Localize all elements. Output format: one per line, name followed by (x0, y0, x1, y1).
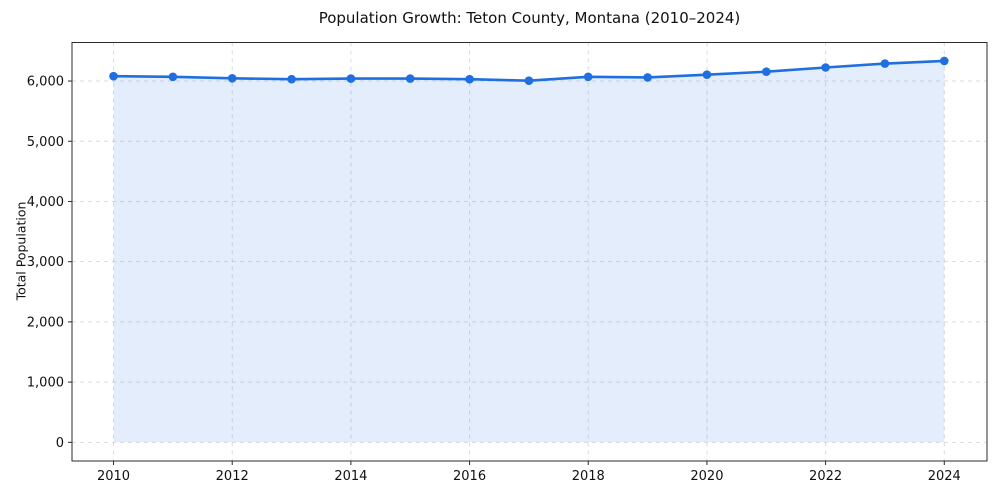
y-tick-label: 3,000 (27, 255, 64, 270)
x-tick-label: 2024 (928, 469, 961, 484)
y-tick-label: 1,000 (27, 376, 64, 391)
y-tick-label: 5,000 (27, 135, 64, 150)
x-tick-label: 2018 (572, 469, 605, 484)
data-point-2013 (287, 74, 296, 84)
data-point-2014 (346, 74, 356, 83)
y-tick-label: 6,000 (27, 75, 64, 90)
data-point-2016 (465, 74, 474, 84)
data-point-2020 (702, 70, 712, 79)
data-point-2019 (643, 73, 652, 82)
data-point-2022 (821, 63, 830, 72)
data-point-2012 (227, 74, 237, 83)
data-point-2023 (880, 59, 890, 68)
x-tick-label: 2016 (453, 469, 486, 484)
y-tick-label: 0 (56, 436, 64, 451)
y-tick-label: 4,000 (27, 195, 64, 210)
plot-background (72, 42, 987, 461)
data-point-2015 (405, 74, 415, 83)
x-tick-label: 2020 (690, 469, 723, 484)
y-tick-label: 2,000 (27, 315, 64, 330)
x-tick-label: 2010 (97, 469, 130, 484)
x-tick-label: 2012 (216, 469, 249, 484)
data-point-2017 (524, 76, 534, 85)
data-point-2024 (940, 56, 949, 66)
data-point-2010 (109, 71, 118, 81)
area-fill (113, 60, 945, 443)
x-tick-label: 2022 (809, 469, 842, 484)
x-tick-label: 2014 (334, 469, 367, 484)
axes-box (71, 42, 988, 462)
data-point-2021 (762, 67, 771, 76)
data-point-2018 (583, 72, 593, 82)
data-point-2011 (168, 72, 178, 82)
chart-title: Population Growth: Teton County, Montana… (318, 9, 741, 27)
